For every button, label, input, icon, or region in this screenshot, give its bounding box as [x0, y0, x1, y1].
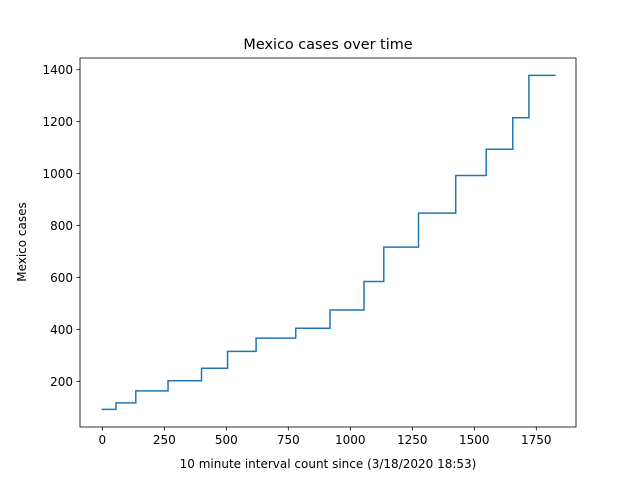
y-tick-label: 1200	[42, 115, 73, 129]
x-tick-label: 750	[277, 433, 300, 447]
y-tick-label: 1000	[42, 167, 73, 181]
x-tick-label: 250	[153, 433, 176, 447]
x-axis-label: 10 minute interval count since (3/18/202…	[180, 457, 477, 471]
x-tick-label: 1750	[521, 433, 552, 447]
x-tick-label: 1000	[335, 433, 366, 447]
plot-area	[101, 74, 556, 411]
x-tick-label: 1500	[459, 433, 490, 447]
y-axis-label: Mexico cases	[15, 202, 29, 282]
y-tick-label: 600	[50, 271, 73, 285]
y-tick-label: 800	[50, 219, 73, 233]
x-tick-label: 500	[215, 433, 238, 447]
y-tick-label: 200	[50, 375, 73, 389]
x-tick-label: 1250	[397, 433, 428, 447]
x-tick-label: 0	[98, 433, 106, 447]
y-tick-label: 400	[50, 323, 73, 337]
series-line-0	[101, 74, 556, 411]
axes-frame	[79, 57, 577, 428]
y-tick-label: 1400	[42, 63, 73, 77]
chart-title: Mexico cases over time	[243, 37, 412, 53]
axes: 0 250 500 750 1000 1250 1500 1750 200 400 600 800 10…	[42, 57, 577, 447]
